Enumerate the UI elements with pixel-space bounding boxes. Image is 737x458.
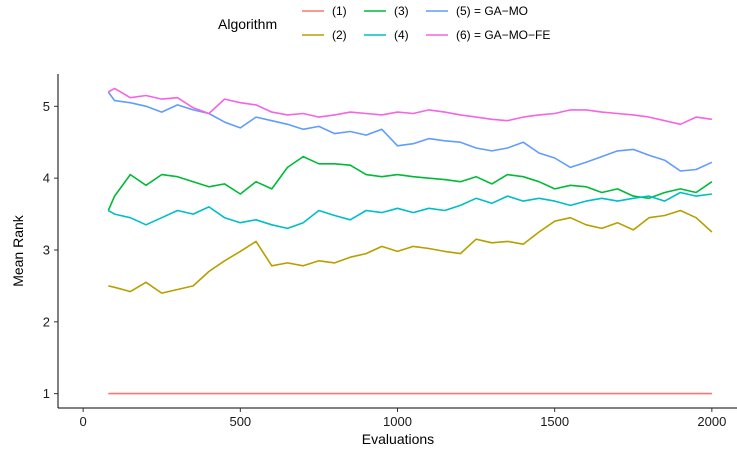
legend-label-4: (4): [394, 28, 409, 42]
series-line-4: [107, 191, 713, 230]
legend-label-6: (6) = GA−MO−FE: [456, 28, 550, 42]
y-tick-label: 2: [43, 314, 50, 329]
x-tick-label: 1000: [383, 414, 412, 429]
x-tick-label: 1500: [540, 414, 569, 429]
legend: Algorithm (1) (2) (3) (4) (5) = GA−MO (6) = G…: [218, 4, 550, 42]
series-line-3: [107, 155, 713, 211]
x-tick-label: 500: [229, 414, 251, 429]
legend-label-3: (3): [394, 4, 409, 18]
x-axis-title: Evaluations: [362, 431, 434, 447]
series-line-2: [108, 209, 713, 294]
y-tick-label: 5: [43, 99, 50, 114]
y-tick-label: 3: [43, 242, 50, 257]
x-tick-label: 0: [80, 414, 87, 429]
legend-title: Algorithm: [218, 16, 277, 32]
y-axis-title: Mean Rank: [10, 214, 26, 287]
axes: 0 500 1000 1500 2000 1 2 3 4 5: [43, 74, 737, 429]
legend-label-1: (1): [332, 4, 347, 18]
series-line-6: [107, 87, 713, 126]
y-tick-label: 4: [43, 171, 50, 186]
x-tick-label: 2000: [697, 414, 726, 429]
series-line-5: [107, 91, 713, 172]
legend-label-2: (2): [332, 28, 347, 42]
plot-lines: [107, 87, 713, 395]
y-tick-label: 1: [43, 386, 50, 401]
legend-label-5: (5) = GA−MO: [456, 4, 528, 18]
